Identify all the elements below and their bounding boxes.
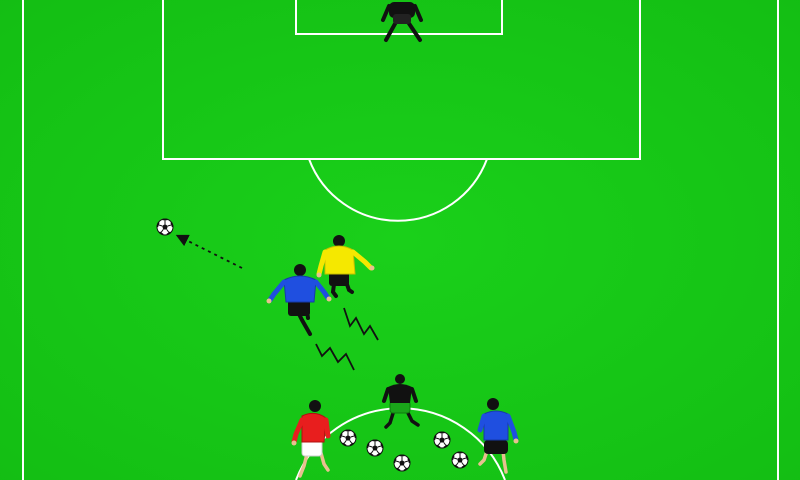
ball-stock-1 <box>339 429 357 447</box>
dribble-path-yellow <box>343 307 379 341</box>
player-attacker-blue <box>266 264 332 336</box>
ball-stock-4 <box>433 431 451 449</box>
ball-stock-2 <box>366 439 384 457</box>
player-midfielder <box>382 374 420 429</box>
dribble-path-blue <box>315 343 355 371</box>
player-goalkeeper <box>381 2 423 42</box>
player-server-red <box>291 400 331 478</box>
pass-arrow <box>175 234 243 269</box>
ball-stock-5 <box>451 451 469 469</box>
goal-area <box>295 0 503 35</box>
penalty-area <box>162 0 641 160</box>
penalty-arc <box>308 158 488 222</box>
ball-in-play <box>156 218 174 236</box>
player-server-blue <box>477 398 519 474</box>
ball-stock-3 <box>393 454 411 472</box>
player-attacker-yellow <box>316 235 375 298</box>
